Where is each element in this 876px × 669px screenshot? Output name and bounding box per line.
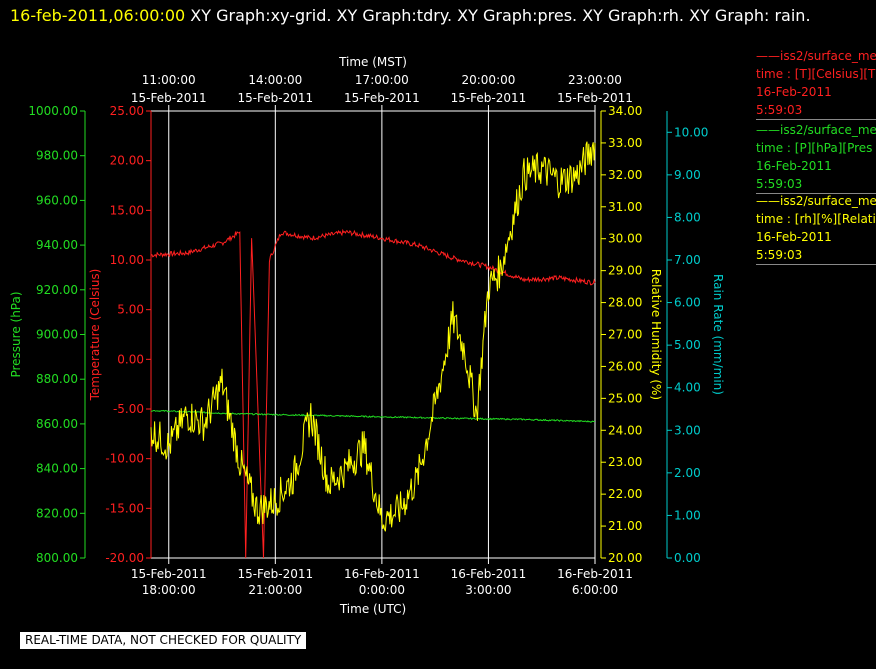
humidity-series-line	[150, 141, 596, 532]
humidity-tick-label: 31.00	[608, 200, 642, 214]
top-tick-time-label: 14:00:00	[248, 73, 302, 87]
pressure-tick-label: 820.00	[36, 506, 78, 520]
legend-line: 16-Feb-2011	[756, 230, 832, 244]
rain-tick-label: 0.00	[674, 551, 701, 565]
humidity-tick-label: 23.00	[608, 455, 642, 469]
temperature-tick-label: 20.00	[110, 154, 144, 168]
top-tick-date-label: 15-Feb-2011	[237, 91, 313, 105]
temperature-tick-label: -20.00	[105, 551, 144, 565]
graph-title-text: XY Graph:xy-grid. XY Graph:tdry. XY Grap…	[185, 6, 811, 25]
legend-line: ——iss2/surface_me	[756, 123, 876, 137]
humidity-tick-label: 24.00	[608, 423, 642, 437]
bottom-tick-time-label: 21:00:00	[248, 583, 302, 597]
bottom-tick-time-label: 3:00:00	[465, 583, 511, 597]
temperature-axis-label: Temperature (Celsius)	[88, 269, 102, 402]
top-tick-time-label: 11:00:00	[142, 73, 196, 87]
temperature-tick-label: -10.00	[105, 452, 144, 466]
bottom-tick-time-label: 0:00:00	[359, 583, 405, 597]
pressure-series-line	[150, 409, 596, 423]
rain-tick-label: 10.00	[674, 125, 708, 139]
top-tick-date-label: 15-Feb-2011	[131, 91, 207, 105]
bottom-tick-date-label: 16-Feb-2011	[344, 567, 420, 581]
quality-banner: REAL-TIME DATA, NOT CHECKED FOR QUALITY	[20, 632, 307, 649]
bottom-tick-time-label: 18:00:00	[142, 583, 196, 597]
bottom-tick-date-label: 16-Feb-2011	[451, 567, 527, 581]
humidity-tick-label: 25.00	[608, 391, 642, 405]
rain-axis-label: Rain Rate (mm/min)	[711, 274, 725, 395]
rain-tick-label: 7.00	[674, 253, 701, 267]
pressure-tick-label: 840.00	[36, 462, 78, 476]
humidity-tick-label: 26.00	[608, 359, 642, 373]
bottom-tick-time-label: 6:00:00	[572, 583, 618, 597]
graph-title: 16-feb-2011,06:00:00 XY Graph:xy-grid. X…	[10, 3, 850, 29]
rain-tick-label: 3.00	[674, 423, 701, 437]
rain-tick-label: 9.00	[674, 168, 701, 182]
rain-tick-label: 5.00	[674, 338, 701, 352]
legend-line: 5:59:03	[756, 175, 876, 194]
humidity-tick-label: 21.00	[608, 519, 642, 533]
top-axis-title: Time (MST)	[338, 55, 407, 69]
legend-entry-temperature: ——iss2/surface_me time : [T][Celsius][T …	[756, 47, 876, 120]
temperature-tick-label: 25.00	[110, 104, 144, 118]
pressure-tick-label: 940.00	[36, 238, 78, 252]
top-tick-date-label: 15-Feb-2011	[344, 91, 420, 105]
top-tick-date-label: 15-Feb-2011	[451, 91, 527, 105]
legend-line: 5:59:03	[756, 246, 876, 265]
legend-line: 5:59:03	[756, 101, 876, 120]
temperature-series-line	[150, 228, 596, 559]
pressure-tick-label: 920.00	[36, 283, 78, 297]
top-tick-time-label: 17:00:00	[355, 73, 409, 87]
bottom-tick-date-label: 16-Feb-2011	[557, 567, 633, 581]
legend-line: time : [P][hPa][Pres	[756, 141, 873, 155]
top-tick-date-label: 15-Feb-2011	[557, 91, 633, 105]
bottom-tick-date-label: 15-Feb-2011	[237, 567, 313, 581]
rain-tick-label: 4.00	[674, 381, 701, 395]
rain-tick-label: 1.00	[674, 508, 701, 522]
legend-entry-pressure: ——iss2/surface_me time : [P][hPa][Pres 1…	[756, 121, 876, 194]
temperature-tick-label: 10.00	[110, 253, 144, 267]
bottom-tick-date-label: 15-Feb-2011	[131, 567, 207, 581]
graph-timestamp: 16-feb-2011,06:00:00	[10, 6, 186, 25]
humidity-tick-label: 27.00	[608, 328, 642, 342]
temperature-tick-label: 0.00	[117, 352, 144, 366]
pressure-tick-label: 960.00	[36, 193, 78, 207]
legend-line: 16-Feb-2011	[756, 85, 832, 99]
legend-line: ——iss2/surface_me	[756, 194, 876, 208]
pressure-tick-label: 880.00	[36, 372, 78, 386]
bottom-axis-title: Time (UTC)	[339, 602, 406, 616]
humidity-tick-label: 28.00	[608, 296, 642, 310]
legend-line: 16-Feb-2011	[756, 159, 832, 173]
legend-entry-humidity: ——iss2/surface_me time : [rh][%][Relati …	[756, 192, 876, 265]
pressure-tick-label: 800.00	[36, 551, 78, 565]
rain-tick-label: 6.00	[674, 296, 701, 310]
temperature-tick-label: -15.00	[105, 501, 144, 515]
humidity-tick-label: 34.00	[608, 104, 642, 118]
top-tick-time-label: 23:00:00	[568, 73, 622, 87]
pressure-tick-label: 1000.00	[28, 104, 78, 118]
legend-line: time : [rh][%][Relati	[756, 212, 876, 226]
humidity-axis-label: Relative Humidity (%)	[649, 269, 663, 400]
rain-tick-label: 8.00	[674, 210, 701, 224]
pressure-tick-label: 860.00	[36, 417, 78, 431]
temperature-tick-label: 5.00	[117, 303, 144, 317]
humidity-tick-label: 33.00	[608, 136, 642, 150]
legend-line: time : [T][Celsius][T	[756, 67, 876, 81]
temperature-tick-label: -5.00	[113, 402, 144, 416]
humidity-tick-label: 32.00	[608, 168, 642, 182]
humidity-tick-label: 20.00	[608, 551, 642, 565]
pressure-tick-label: 980.00	[36, 149, 78, 163]
humidity-tick-label: 29.00	[608, 264, 642, 278]
pressure-axis-label: Pressure (hPa)	[9, 291, 23, 377]
humidity-tick-label: 22.00	[608, 487, 642, 501]
temperature-tick-label: 15.00	[110, 203, 144, 217]
rain-tick-label: 2.00	[674, 466, 701, 480]
humidity-tick-label: 30.00	[608, 232, 642, 246]
pressure-tick-label: 900.00	[36, 328, 78, 342]
top-tick-time-label: 20:00:00	[461, 73, 515, 87]
legend-line: ——iss2/surface_me	[756, 49, 876, 63]
